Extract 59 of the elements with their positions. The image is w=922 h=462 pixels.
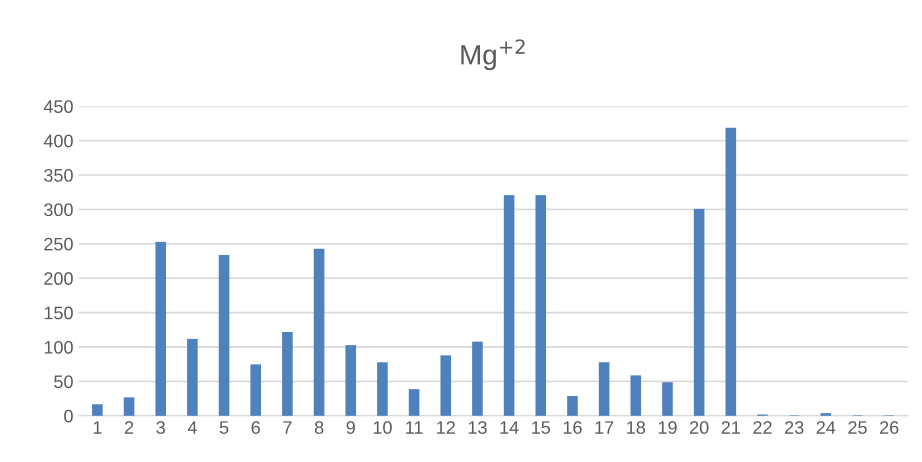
bar [472, 342, 483, 416]
bar [662, 382, 673, 416]
bar [250, 364, 262, 416]
x-tick-label: 22 [753, 421, 772, 434]
x-tick-label: 1 [94, 421, 102, 434]
bar [282, 332, 293, 416]
bar [187, 338, 198, 416]
x-tick-label: 8 [314, 421, 324, 434]
y-tick-label: 0 [64, 410, 73, 423]
x-tick-label: 2 [124, 421, 134, 434]
y-tick-label: 150 [44, 306, 73, 320]
x-tick-label: 4 [188, 421, 197, 434]
x-tick-label: 6 [252, 421, 260, 434]
x-tick-label: 16 [564, 421, 582, 434]
bar [504, 195, 514, 416]
y-tick-label: 250 [44, 238, 73, 251]
chart-title: Mg$^{+2}$ [461, 39, 525, 70]
x-tick-label: 17 [595, 421, 614, 434]
y-tick-label: 450 [44, 100, 73, 113]
x-tick-label: 24 [816, 421, 836, 434]
bar [598, 362, 610, 416]
bar [567, 396, 578, 416]
bar [630, 375, 642, 416]
x-tick-label: 25 [848, 421, 867, 434]
x-tick-label: 18 [627, 421, 646, 434]
bar [535, 195, 546, 416]
x-tick-label: 11 [406, 421, 423, 434]
x-tick-label: 13 [468, 421, 487, 434]
x-tick-label: 7 [283, 421, 292, 434]
bar [820, 413, 832, 416]
x-tick-label: 9 [346, 421, 355, 434]
y-tick-label: 400 [44, 134, 73, 148]
bar [726, 128, 736, 416]
x-tick-label: 20 [690, 421, 708, 434]
y-tick-label: 50 [54, 375, 73, 388]
x-tick-label: 3 [156, 421, 165, 434]
y-tick-label: 350 [44, 168, 73, 182]
bar [92, 404, 103, 416]
x-tick-label: 15 [532, 421, 550, 434]
bar [218, 254, 230, 416]
y-tick-label: 300 [44, 203, 73, 216]
bar [124, 397, 134, 416]
bar [408, 389, 420, 416]
y-tick-label: 200 [44, 272, 73, 285]
x-tick-label: 26 [880, 421, 898, 434]
bar [377, 362, 388, 416]
bar [694, 208, 704, 416]
bar [345, 345, 356, 416]
x-tick-label: 5 [220, 421, 228, 434]
x-tick-label: 10 [374, 421, 392, 434]
bar [314, 248, 324, 416]
x-tick-label: 21 [722, 421, 740, 434]
x-tick-label: 19 [658, 421, 677, 434]
bar [440, 355, 452, 416]
x-tick-label: 23 [785, 421, 804, 434]
x-tick-label: 12 [437, 421, 455, 434]
y-tick-label: 100 [44, 340, 73, 354]
bar [155, 242, 166, 416]
x-tick-label: 14 [500, 421, 519, 434]
